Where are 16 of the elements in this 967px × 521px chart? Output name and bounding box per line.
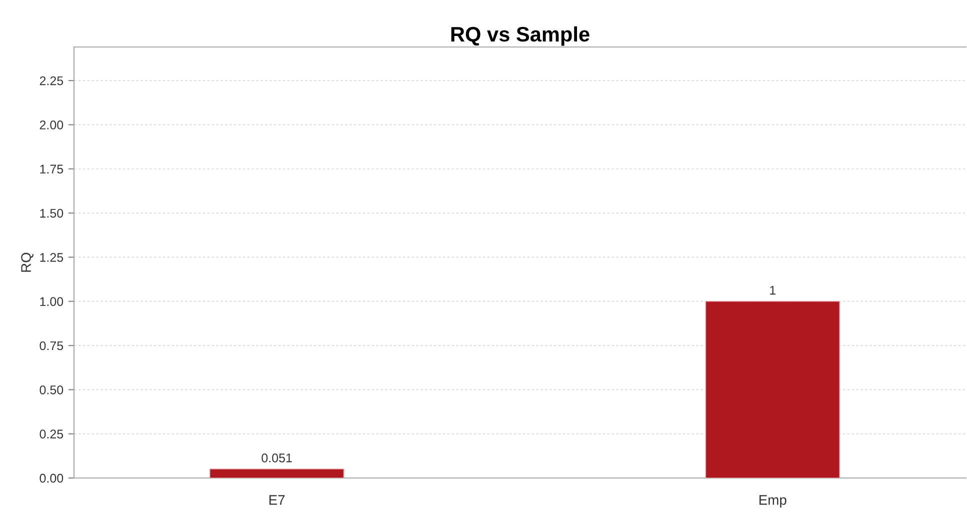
y-tick-label: 0.75: [40, 341, 64, 350]
y-tick-label: 2.25: [40, 76, 64, 86]
y-axis-title: RQ: [21, 252, 34, 272]
y-tick-label: 1.25: [40, 253, 64, 262]
y-tick-label: 1.75: [40, 164, 64, 174]
data-label: 1: [770, 286, 776, 295]
y-tick-label: 0.50: [40, 385, 64, 394]
x-tick-label: Emp: [759, 495, 786, 508]
data-label: 0.051: [262, 454, 292, 462]
x-tick-label: E7: [269, 495, 285, 505]
y-tick-label: 0.25: [40, 430, 64, 438]
y-tick-label: 1.00: [40, 297, 64, 306]
y-tick-label: 1.50: [40, 208, 64, 218]
y-tick-label: 2.00: [40, 120, 64, 130]
chart-title: RQ vs Sample: [451, 26, 590, 46]
y-tick-label: 0.00: [40, 474, 64, 483]
